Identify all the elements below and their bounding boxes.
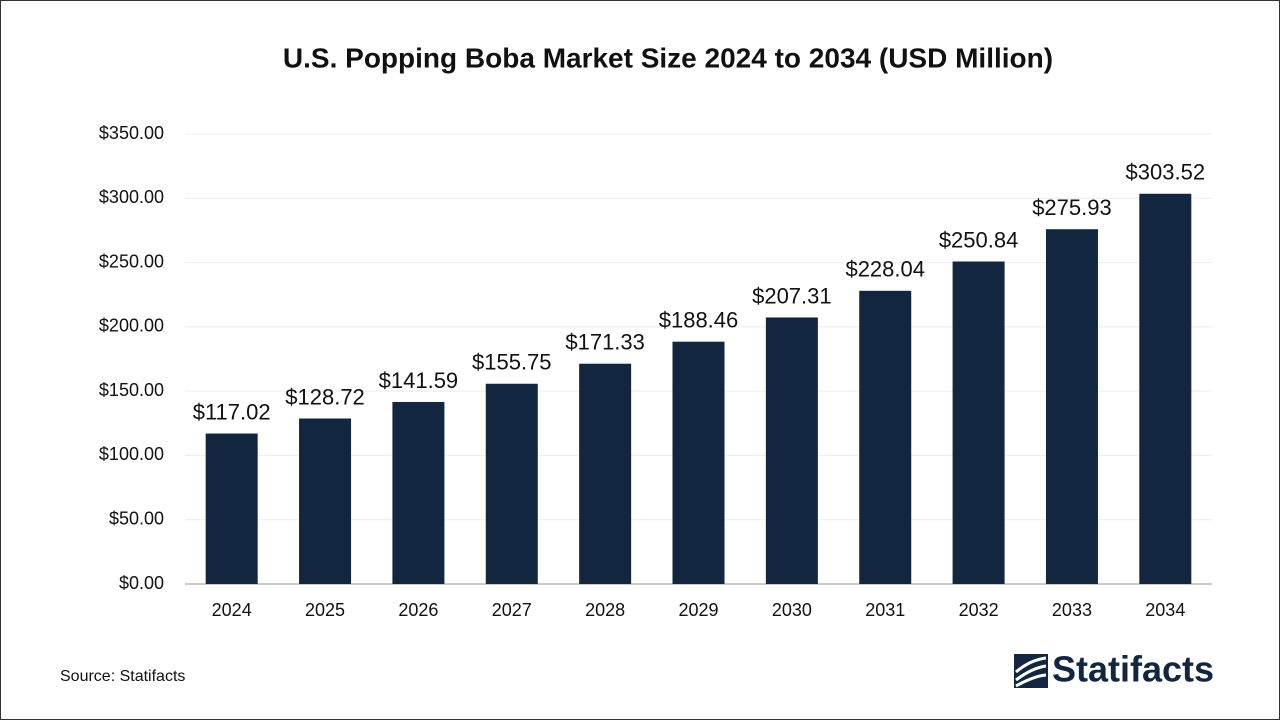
value-label: $250.84 xyxy=(939,227,1019,252)
bar xyxy=(485,383,538,584)
x-tick-label: 2034 xyxy=(1145,600,1185,620)
bar xyxy=(952,261,1005,584)
brand-logo-icon xyxy=(1014,654,1048,688)
y-tick-label: $50.00 xyxy=(109,508,164,528)
x-tick-label: 2026 xyxy=(398,600,438,620)
chart-title: U.S. Popping Boba Market Size 2024 to 20… xyxy=(283,42,1053,73)
bar xyxy=(672,341,725,584)
bar xyxy=(205,433,258,584)
value-label: $188.46 xyxy=(659,308,739,333)
value-label: $207.31 xyxy=(752,283,832,308)
x-tick-label: 2024 xyxy=(212,600,252,620)
y-tick-label: $300.00 xyxy=(99,187,164,207)
value-label: $228.04 xyxy=(845,257,925,282)
value-label: $275.93 xyxy=(1032,195,1112,220)
x-tick-label: 2033 xyxy=(1052,600,1092,620)
brand: Statifacts xyxy=(1052,649,1214,690)
x-tick-label: 2030 xyxy=(772,600,812,620)
x-tick-label: 2027 xyxy=(492,600,532,620)
bar xyxy=(579,363,632,584)
y-tick-label: $150.00 xyxy=(99,380,164,400)
value-label: $141.59 xyxy=(379,368,459,393)
bar xyxy=(765,317,818,584)
x-tick-label: 2025 xyxy=(305,600,345,620)
value-label: $117.02 xyxy=(193,399,271,424)
bar xyxy=(299,418,352,584)
value-label: $171.33 xyxy=(565,330,645,355)
value-label: $155.75 xyxy=(472,350,552,375)
y-tick-label: $0.00 xyxy=(119,573,164,593)
y-tick-label: $350.00 xyxy=(99,123,164,143)
x-tick-label: 2029 xyxy=(678,600,718,620)
bar xyxy=(859,290,912,584)
x-tick-label: 2032 xyxy=(959,600,999,620)
bar xyxy=(1045,229,1098,585)
bar xyxy=(1139,193,1192,584)
source: Source: Statifacts xyxy=(60,668,185,685)
x-tick-label: 2031 xyxy=(865,600,905,620)
y-tick-label: $100.00 xyxy=(99,444,164,464)
y-tick-label: $250.00 xyxy=(99,251,164,271)
value-label: $128.72 xyxy=(285,384,365,409)
x-tick-label: 2028 xyxy=(585,600,625,620)
value-label: $303.52 xyxy=(1126,160,1206,185)
y-tick-label: $200.00 xyxy=(99,316,164,336)
bar xyxy=(392,401,445,584)
